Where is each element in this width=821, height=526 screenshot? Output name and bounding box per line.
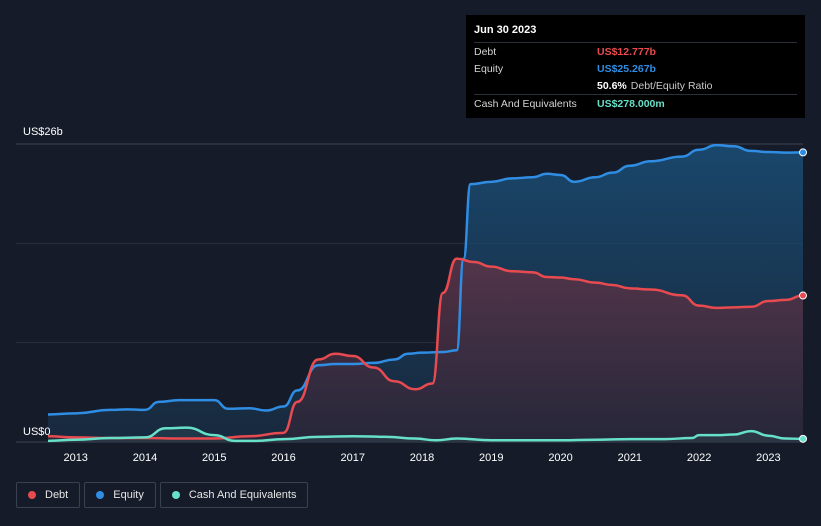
chart-legend: Debt Equity Cash And Equivalents xyxy=(16,482,312,510)
tooltip-row-debt: Debt US$12.777b xyxy=(474,42,797,60)
x-tick-label: 2021 xyxy=(618,452,642,464)
y-axis-top-label: US$26b xyxy=(23,126,63,138)
tooltip-ratio-label: Debt/Equity Ratio xyxy=(630,79,713,92)
x-tick-label: 2018 xyxy=(410,452,434,464)
end-marker-cash-and-equivalents xyxy=(799,434,807,443)
legend-label-cash: Cash And Equivalents xyxy=(188,489,297,501)
y-axis-bottom-label: US$0 xyxy=(23,426,51,438)
series-lines xyxy=(47,143,804,443)
legend-dot-debt-icon xyxy=(28,491,36,499)
line-debt xyxy=(47,257,804,440)
legend-dot-cash-icon xyxy=(171,491,180,499)
series-areas xyxy=(48,145,803,442)
area-cash-and-equivalents xyxy=(48,427,803,442)
legend-label-debt: Debt xyxy=(45,489,69,501)
tooltip-row-ratio: 50.6% Debt/Equity Ratio xyxy=(474,77,797,94)
tooltip-cash-label: Cash And Equivalents xyxy=(474,97,577,110)
x-axis-ticks: 2013 2014 2015 2016 2017 2018 2019 2020 2021 2022… xyxy=(63,452,780,464)
x-tick-label: 2019 xyxy=(479,452,503,464)
legend-dot-equity-icon xyxy=(96,491,105,499)
x-tick-label: 2016 xyxy=(271,452,295,464)
tooltip-equity-value: US$25.267b xyxy=(597,62,656,75)
legend-item-cash[interactable]: Cash And Equivalents xyxy=(159,482,309,508)
x-tick-label: 2014 xyxy=(133,452,157,464)
series-end-markers xyxy=(799,148,807,443)
legend-item-debt[interactable]: Debt xyxy=(16,482,81,508)
x-tick-label: 2022 xyxy=(687,452,711,464)
data-tooltip: Jun 30 2023 Debt US$12.777b Equity US$25… xyxy=(466,15,805,118)
tooltip-row-equity: Equity US$25.267b xyxy=(474,60,797,77)
tooltip-cash-value: US$278.000m xyxy=(597,97,665,110)
tooltip-equity-label: Equity xyxy=(474,62,504,75)
end-marker-debt xyxy=(799,291,807,300)
tooltip-row-cash: Cash And Equivalents US$278.000m xyxy=(474,94,797,112)
legend-label-equity: Equity xyxy=(113,489,144,501)
area-debt xyxy=(48,258,803,442)
line-cash-and-equivalents xyxy=(47,426,804,443)
tooltip-date: Jun 30 2023 xyxy=(474,24,537,36)
x-tick-label: 2015 xyxy=(202,452,226,464)
line-equity xyxy=(47,143,804,416)
legend-item-equity[interactable]: Equity xyxy=(84,482,156,508)
x-tick-label: 2020 xyxy=(548,452,572,464)
tooltip-debt-value: US$12.777b xyxy=(597,45,656,58)
end-marker-equity xyxy=(799,148,807,157)
tooltip-debt-label: Debt xyxy=(474,45,497,58)
x-tick-label: 2023 xyxy=(756,452,780,464)
tooltip-ratio-value: 50.6% xyxy=(597,79,627,92)
x-tick-label: 2017 xyxy=(341,452,365,464)
x-tick-label: 2013 xyxy=(63,452,87,464)
